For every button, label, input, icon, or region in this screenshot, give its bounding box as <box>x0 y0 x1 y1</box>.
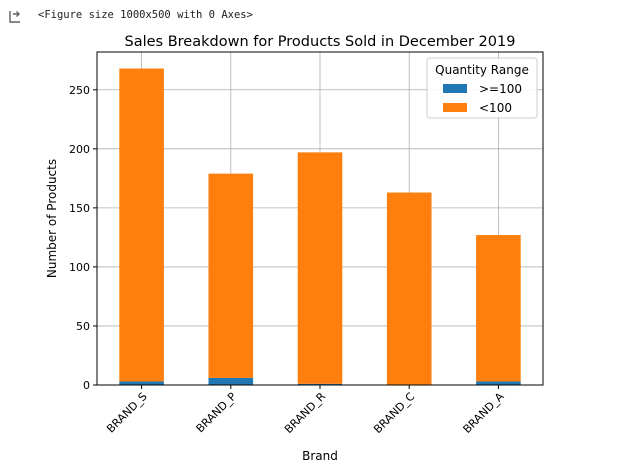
x-axis-label: Brand <box>302 449 338 463</box>
x-tick-label: BRAND_A <box>461 390 507 436</box>
bar-brand-a-series-1 <box>476 235 521 382</box>
legend-swatch <box>443 84 467 93</box>
legend-entry: <100 <box>479 101 512 115</box>
chart-title: Sales Breakdown for Products Sold in Dec… <box>125 34 516 50</box>
bars <box>119 68 521 385</box>
bar-brand-s-series-0 <box>119 381 164 385</box>
y-tick-label: 200 <box>69 143 90 156</box>
y-tick-label: 50 <box>76 320 90 333</box>
bar-brand-p-series-0 <box>208 377 254 385</box>
legend-title: Quantity Range <box>435 63 529 77</box>
y-tick-label: 250 <box>69 84 90 97</box>
x-tick-label: BRAND_R <box>282 390 328 436</box>
bar-brand-r-series-1 <box>297 152 343 384</box>
y-axis: 0 50 100 150 200 250 <box>69 84 97 392</box>
legend: Quantity Range >=100 <100 <box>426 57 538 119</box>
x-tick-label: BRAND_S <box>104 390 150 436</box>
legend-swatch <box>443 103 467 112</box>
y-tick-label: 0 <box>83 379 90 392</box>
bar-brand-r-series-0 <box>297 383 343 385</box>
legend-entry: >=100 <box>479 82 522 96</box>
x-axis: BRAND_S BRAND_P BRAND_R BRAND_C BRAND_A <box>104 385 507 436</box>
bar-brand-p-series-1 <box>208 173 254 378</box>
x-tick-label: BRAND_P <box>194 390 240 436</box>
output-arrow-icon <box>9 11 20 23</box>
y-tick-label: 150 <box>69 202 90 215</box>
y-tick-label: 100 <box>69 261 90 274</box>
bar-brand-c-series-1 <box>386 192 432 385</box>
x-tick-label: BRAND_C <box>371 390 417 436</box>
bar-brand-s-series-1 <box>119 68 164 382</box>
bar-brand-a-series-0 <box>476 381 521 385</box>
y-axis-label: Number of Products <box>45 159 59 278</box>
figure-output-text: <Figure size 1000x500 with 0 Axes> <box>38 9 253 21</box>
